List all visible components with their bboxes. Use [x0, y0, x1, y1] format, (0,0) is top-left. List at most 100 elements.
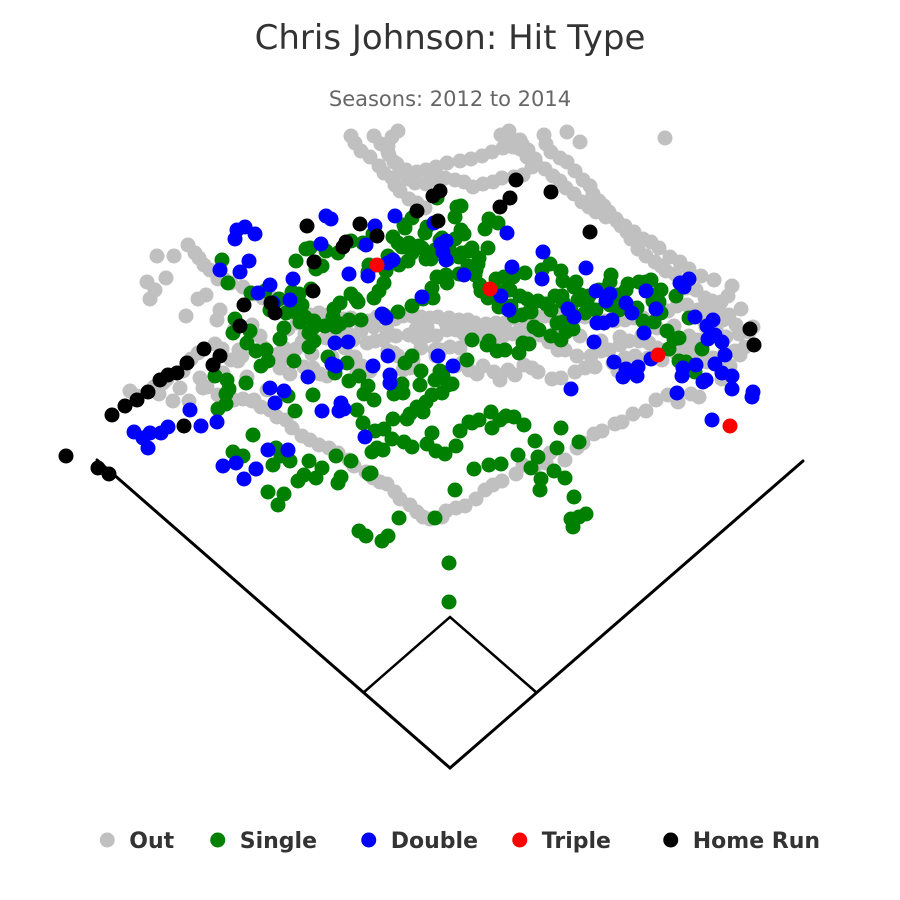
home-run-point	[267, 305, 283, 321]
double-point	[438, 233, 454, 249]
double-point	[182, 402, 198, 418]
legend-label-triple[interactable]: Triple	[542, 829, 611, 854]
double-point	[688, 357, 704, 373]
out-point	[557, 452, 573, 468]
single-point	[404, 439, 420, 455]
right-foul-line	[448, 459, 805, 770]
single-point	[464, 240, 480, 256]
single-point	[417, 225, 433, 241]
single-point	[363, 465, 379, 481]
double-point	[215, 458, 231, 474]
single-point	[527, 433, 543, 449]
double-point	[341, 266, 357, 282]
out-point	[178, 308, 194, 324]
single-point	[447, 482, 463, 498]
out-point	[246, 392, 262, 408]
home-run-point	[196, 341, 212, 357]
double-point	[630, 359, 646, 375]
home-run-point	[104, 407, 120, 423]
out-point	[142, 291, 158, 307]
single-point	[348, 291, 364, 307]
left-foul-line	[95, 458, 452, 770]
single-point	[353, 312, 369, 328]
home-run-point	[305, 283, 321, 299]
single-point	[468, 262, 484, 278]
double-point	[430, 348, 446, 364]
double-point	[160, 419, 176, 435]
out-point	[706, 272, 722, 288]
double-point	[560, 301, 576, 317]
double-point	[267, 395, 283, 411]
single-point	[603, 267, 619, 283]
single-point	[253, 358, 269, 374]
double-point	[262, 277, 278, 293]
out-point	[452, 340, 468, 356]
single-point	[441, 594, 457, 610]
out-point	[212, 302, 228, 318]
home-run-point	[543, 184, 559, 200]
triple-point	[482, 281, 498, 297]
double-point	[414, 289, 430, 305]
single-point	[272, 331, 288, 347]
double-point	[636, 325, 652, 341]
home-run-point	[129, 392, 145, 408]
double-point	[705, 312, 721, 328]
double-point	[669, 385, 685, 401]
out-point	[366, 319, 382, 335]
out-point	[728, 317, 744, 333]
single-point	[341, 373, 357, 389]
out-point	[648, 392, 664, 408]
legend-swatch-double	[361, 832, 377, 848]
double-point	[586, 334, 602, 350]
out-point	[282, 366, 298, 382]
single-point	[260, 484, 276, 500]
single-point	[427, 510, 443, 526]
single-point	[566, 489, 582, 505]
double-point	[357, 429, 373, 445]
single-point	[481, 457, 497, 473]
out-point	[158, 270, 174, 286]
single-point	[306, 333, 322, 349]
single-point	[404, 348, 420, 364]
home-run-point	[508, 172, 524, 188]
single-point	[286, 353, 302, 369]
out-point	[165, 393, 181, 409]
out-point	[683, 386, 699, 402]
out-point	[438, 315, 454, 331]
legend-label-home-run[interactable]: Home Run	[693, 829, 820, 854]
legend-label-out[interactable]: Out	[129, 829, 174, 854]
double-point	[250, 285, 266, 301]
single-point	[555, 273, 571, 289]
legend: Out Single Double Triple Home Run	[99, 829, 820, 854]
single-point	[276, 486, 292, 502]
double-point	[588, 283, 604, 299]
double-point	[360, 268, 376, 284]
home-run-point	[306, 254, 322, 270]
home-run-point	[299, 218, 315, 234]
out-point	[607, 416, 623, 432]
single-point	[490, 215, 506, 231]
out-point	[172, 380, 188, 396]
double-point	[700, 331, 716, 347]
single-point	[330, 475, 346, 491]
single-point	[531, 322, 547, 338]
out-point	[198, 287, 214, 303]
out-point	[139, 274, 155, 290]
double-point	[385, 252, 401, 268]
double-point	[672, 275, 688, 291]
out-point	[612, 329, 628, 345]
legend-label-double[interactable]: Double	[391, 829, 478, 854]
legend-label-single[interactable]: Single	[240, 829, 317, 854]
chart-subtitle: Seasons: 2012 to 2014	[329, 87, 571, 111]
double-point	[236, 471, 252, 487]
triple-point	[650, 347, 666, 363]
single-point	[245, 427, 261, 443]
single-point	[270, 497, 286, 513]
double-point	[382, 375, 398, 391]
single-point	[532, 482, 548, 498]
single-point	[404, 298, 420, 314]
double-point	[365, 358, 381, 374]
out-point	[586, 426, 602, 442]
legend-swatch-out	[99, 832, 115, 848]
